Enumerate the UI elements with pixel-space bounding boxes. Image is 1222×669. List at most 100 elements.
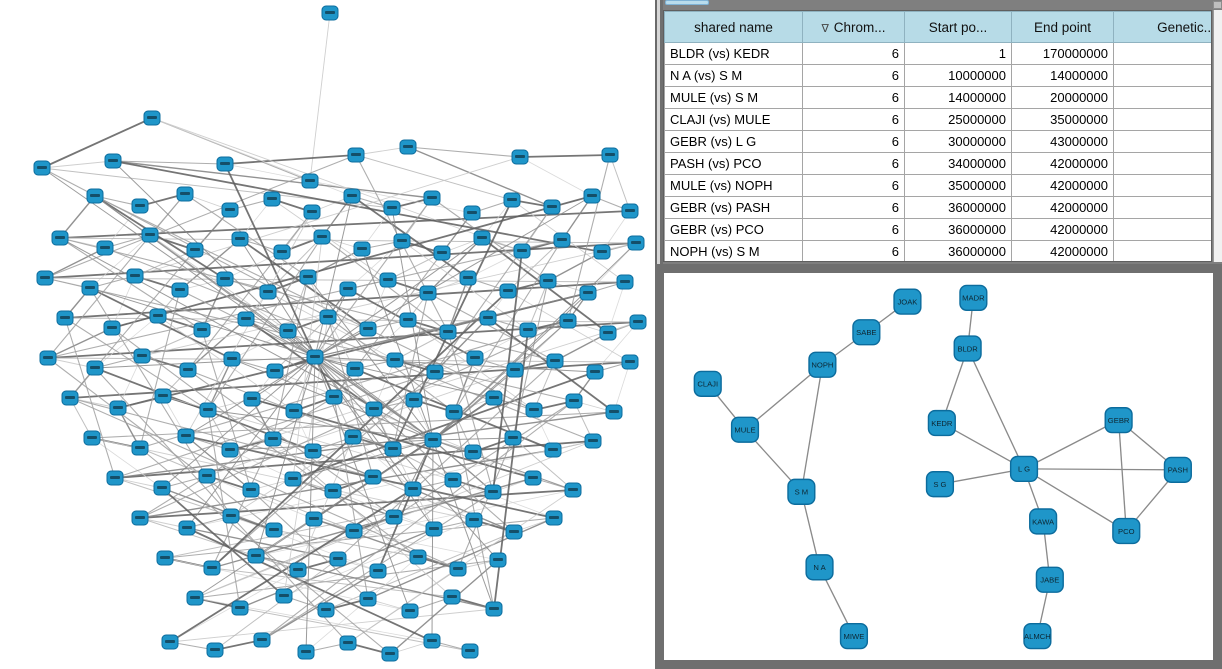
cell[interactable]: 6	[802, 108, 905, 131]
table-row[interactable]: GEBR (vs) PASH636000000420000008.9	[664, 196, 1211, 219]
cell[interactable]: GEBR (vs) L G	[664, 130, 803, 153]
cell[interactable]: NOPH (vs) S M	[664, 240, 803, 261]
table-panel-tab[interactable]	[665, 0, 709, 5]
cell[interactable]: 170000000	[1011, 42, 1114, 65]
network-node-SG[interactable]	[925, 471, 955, 498]
network-edge-NOPH-MULE[interactable]	[744, 364, 823, 431]
network-node-KAWA[interactable]	[1029, 508, 1058, 535]
cell[interactable]: 42000000	[1011, 218, 1114, 241]
cell[interactable]: 20000000	[1011, 86, 1114, 109]
cell[interactable]: MULE (vs) S M	[664, 86, 803, 109]
table-row[interactable]: BLDR (vs) KEDR61170000000192.0	[664, 42, 1211, 65]
cell[interactable]: GEBR (vs) PCO	[664, 218, 803, 241]
network-node-MADR[interactable]	[959, 284, 988, 311]
network-node-SABE[interactable]	[852, 319, 881, 346]
cell[interactable]: 9.9	[1113, 240, 1211, 261]
network-node-PASH[interactable]	[1163, 456, 1192, 483]
cell[interactable]: 25000000	[904, 108, 1012, 131]
network-node-BLDR[interactable]	[953, 335, 982, 362]
column-header-1[interactable]: ∇ Chrom...	[802, 11, 905, 43]
cell[interactable]: 6	[802, 42, 905, 65]
hairball-edge	[255, 356, 316, 557]
network-node-CLAJI[interactable]	[693, 370, 722, 397]
table-scrollbar-button[interactable]	[1213, 1, 1222, 9]
cell[interactable]: 6	[802, 240, 905, 261]
table-row[interactable]: MULE (vs) NOPH6350000004200000010.5	[664, 174, 1211, 197]
cell[interactable]: 192.0	[1113, 42, 1211, 65]
cell[interactable]: 14000000	[904, 86, 1012, 109]
column-header-4[interactable]: Genetic...	[1113, 11, 1211, 43]
table-scrollbar[interactable]	[1213, 10, 1222, 262]
network-node-LG[interactable]	[1009, 455, 1039, 483]
cell[interactable]: 14000000	[1011, 64, 1114, 87]
cell[interactable]: 8.4	[1113, 218, 1211, 241]
cell[interactable]: PASH (vs) PCO	[664, 152, 803, 175]
network-node-JABE[interactable]	[1035, 566, 1064, 593]
network-edge-LG-PASH[interactable]	[1024, 468, 1178, 471]
cell[interactable]: GEBR (vs) PASH	[664, 196, 803, 219]
network-edge-GEBR-PCO[interactable]	[1117, 420, 1127, 532]
cell[interactable]: 30000000	[904, 130, 1012, 153]
table-row[interactable]: GEBR (vs) PCO636000000420000008.4	[664, 218, 1211, 241]
cell[interactable]: 43000000	[1011, 130, 1114, 153]
cell[interactable]: 36000000	[904, 196, 1012, 219]
cell[interactable]: 8.9	[1113, 196, 1211, 219]
column-header-2[interactable]: Start po...	[904, 11, 1012, 43]
network-node-PCO[interactable]	[1112, 517, 1141, 545]
hairball-node-label	[463, 276, 473, 279]
network-edge-LG-PCO[interactable]	[1023, 468, 1127, 532]
network-node-MULE[interactable]	[730, 416, 760, 443]
selected-network-canvas[interactable]: JOAK SABE NOPH CLAJI MULE S M N A MIWE MADR BLDR K…	[664, 273, 1213, 660]
cell[interactable]: 6.6	[1113, 64, 1211, 87]
cell[interactable]: BLDR (vs) KEDR	[664, 42, 803, 65]
cell[interactable]: 35000000	[904, 174, 1012, 197]
network-node-MIWE[interactable]	[839, 622, 869, 650]
cell[interactable]: 42000000	[1011, 152, 1114, 175]
table-row[interactable]: MULE (vs) S M614000000200000007.5	[664, 86, 1211, 109]
cell[interactable]: CLAJI (vs) MULE	[664, 108, 803, 131]
cell[interactable]: 6	[802, 174, 905, 197]
cell[interactable]: 42000000	[1011, 196, 1114, 219]
cell[interactable]: 11.4	[1113, 152, 1211, 175]
cell[interactable]: 36000000	[904, 240, 1012, 261]
network-node-GEBR[interactable]	[1104, 407, 1133, 434]
cell[interactable]: 35000000	[1011, 108, 1114, 131]
cell[interactable]: 42000000	[1011, 174, 1114, 197]
cell[interactable]: 10.5	[1113, 174, 1211, 197]
cell[interactable]: 34000000	[904, 152, 1012, 175]
table-row[interactable]: PASH (vs) PCO6340000004200000011.4	[664, 152, 1211, 175]
cell[interactable]: MULE (vs) NOPH	[664, 174, 803, 197]
column-header-3[interactable]: End point	[1011, 11, 1114, 43]
table-row[interactable]: CLAJI (vs) MULE625000000350000005.9	[664, 108, 1211, 131]
cell[interactable]: 6	[802, 196, 905, 219]
cell[interactable]: 6	[802, 152, 905, 175]
table-row[interactable]: GEBR (vs) L G6300000004300000016.9	[664, 130, 1211, 153]
cell[interactable]: N A (vs) S M	[664, 64, 803, 87]
table-row[interactable]: NOPH (vs) S M636000000420000009.9	[664, 240, 1211, 261]
panel-splitter[interactable]	[655, 0, 663, 264]
cell[interactable]: 6	[802, 130, 905, 153]
network-edge-BLDR-LG[interactable]	[967, 348, 1025, 470]
network-edge-LG-GEBR[interactable]	[1023, 419, 1119, 470]
network-node-NOPH[interactable]	[808, 351, 837, 378]
hairball-node-label	[317, 235, 327, 238]
network-node-ALMCH[interactable]	[1023, 622, 1052, 650]
cell[interactable]: 6	[802, 64, 905, 87]
table-row[interactable]: N A (vs) S M610000000140000006.6	[664, 64, 1211, 87]
cell[interactable]: 36000000	[904, 218, 1012, 241]
cell[interactable]: 16.9	[1113, 130, 1211, 153]
cell[interactable]: 6	[802, 86, 905, 109]
network-node-NA[interactable]	[805, 554, 834, 581]
network-edge-NOPH-SM[interactable]	[800, 364, 824, 492]
column-header-0[interactable]: shared name	[664, 11, 803, 43]
cell[interactable]: 1	[904, 42, 1012, 65]
cell[interactable]: 42000000	[1011, 240, 1114, 261]
cell[interactable]: 6	[802, 218, 905, 241]
cell[interactable]: 10000000	[904, 64, 1012, 87]
cell[interactable]: 5.9	[1113, 108, 1211, 131]
cell[interactable]: 7.5	[1113, 86, 1211, 109]
main-network-canvas[interactable]	[0, 0, 655, 669]
network-node-KEDR[interactable]	[927, 409, 956, 437]
network-node-SM[interactable]	[787, 478, 816, 505]
network-node-JOAK[interactable]	[893, 288, 922, 315]
